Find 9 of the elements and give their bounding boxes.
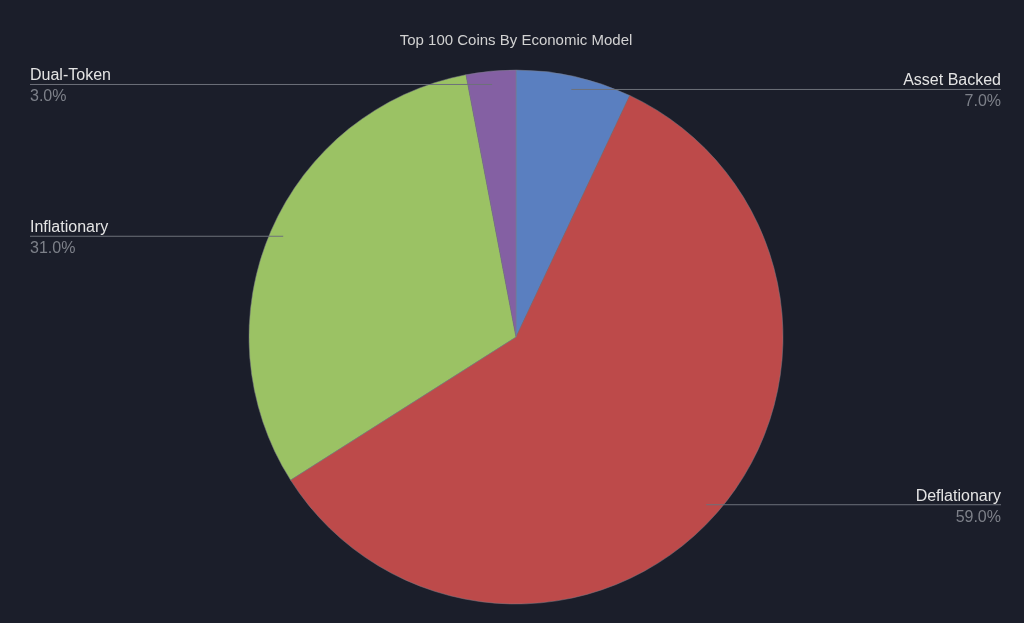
slice-label: Inflationary (30, 218, 109, 236)
data-label: 59.0% (955, 507, 1001, 525)
chart-title: Top 100 Coins By Economic Model (399, 31, 633, 48)
slice-label: Dual-Token (30, 66, 111, 84)
data-label: 31.0% (30, 239, 76, 257)
data-label: 3.0% (30, 87, 67, 105)
slice-label: Asset Backed (903, 71, 1001, 89)
data-label: 7.0% (964, 92, 1001, 110)
slice-label: Deflationary (915, 486, 1001, 504)
